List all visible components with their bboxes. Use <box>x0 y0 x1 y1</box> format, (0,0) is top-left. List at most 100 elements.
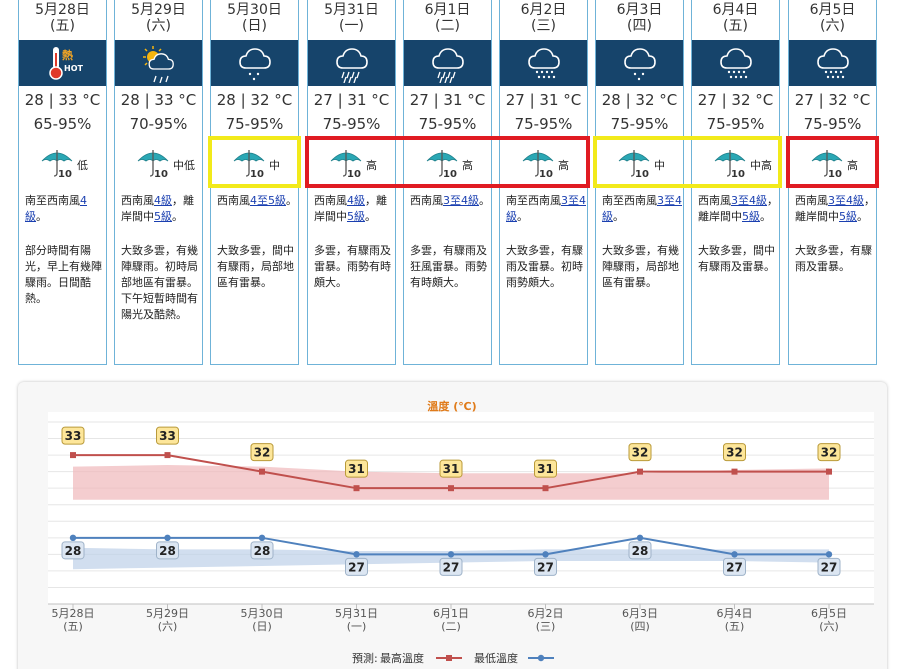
legend-label-max: 最高溫度 <box>380 651 424 665</box>
psr-level: 低 <box>77 159 88 172</box>
shower-weather-icon <box>239 48 271 81</box>
psr-level: 中 <box>654 159 665 172</box>
x-tick-label: 5月30日 <box>241 607 284 620</box>
wind-offshore-text: ，離岸間中 <box>314 194 387 223</box>
data-label: 27 <box>348 560 365 574</box>
wind-force-link[interactable]: 4級 <box>154 194 172 207</box>
data-point <box>825 551 833 558</box>
data-label: 27 <box>726 560 743 574</box>
wind-end-punct: 。 <box>286 194 297 207</box>
psr-level: 中高 <box>750 159 772 172</box>
wind-force-link[interactable]: 3至4級 <box>443 194 479 207</box>
weather-description: 多雲，有驟雨及狂風雷暴。雨勢有時頗大。 <box>410 244 487 289</box>
wind-force-link[interactable]: 3至4級 <box>506 194 586 223</box>
wind-force-link-offshore[interactable]: 5級 <box>347 210 365 223</box>
hot-icon-en-label: HOT <box>64 64 83 73</box>
psr-umbrella-icon: 10 <box>618 150 650 179</box>
legend-marker-max <box>446 655 452 661</box>
hot-weather-icon: 熱 HOT <box>49 47 83 80</box>
wind-description: 西南風3至4級，離岸間中5級。 <box>795 193 875 225</box>
humidity-range: 75-95% <box>706 115 765 133</box>
wind-force-link[interactable]: 3至4級 <box>602 194 682 223</box>
psr-number-label: 10 <box>443 169 457 179</box>
data-label: 31 <box>348 462 365 476</box>
wind-offshore-text: ，離岸間中 <box>795 194 875 223</box>
psr-highlight-yellow-1 <box>208 136 301 188</box>
psr-level: 高 <box>366 159 377 172</box>
wind-direction: 西南風 <box>314 194 347 207</box>
wind-direction: 南至西南風 <box>602 194 657 207</box>
humidity-range: 75-95% <box>803 115 862 133</box>
wind-force-link[interactable]: 3至4級 <box>731 194 767 207</box>
data-point <box>353 551 360 558</box>
wind-force-link-offshore[interactable]: 5級 <box>839 210 857 223</box>
temperature-range: 28 | 32 °C <box>601 91 678 109</box>
forecast-date-label: 6月4日 <box>712 2 759 18</box>
forecast-date-label: 6月2日 <box>520 2 567 18</box>
forecast-date: 6月4日 (五) <box>692 2 779 34</box>
psr-indicator: 10 中 <box>596 147 683 181</box>
forecast-day-4: 5月31日 (一) 27 | 31 °C 75-95% 10 高西南風4級，離岸間中5級。… <box>307 0 396 365</box>
psr-highlight-yellow-3 <box>593 136 782 188</box>
x-tick-weekday: (六) <box>158 620 178 633</box>
wind-end-punct: 。 <box>479 194 490 207</box>
humidity-range: 75-95% <box>225 115 284 133</box>
data-label: 28 <box>632 544 649 558</box>
weather-description: 部分時間有陽光，早上有幾陣驟雨。日間酷熱。 <box>25 244 102 305</box>
forecast-date-label: 5月31日 <box>324 2 379 18</box>
data-label: 32 <box>254 446 271 460</box>
legend-marker-min <box>537 654 545 662</box>
psr-umbrella-icon: 10 <box>426 150 458 179</box>
psr-number-label: 10 <box>347 169 361 179</box>
weather-icon-bar <box>211 40 298 86</box>
x-tick-label: 5月28日 <box>52 607 95 620</box>
forecast-date-label: 5月28日 <box>35 2 90 18</box>
psr-indicator: 10 中高 <box>692 147 779 181</box>
forecast-day-8: 6月4日 (五) 27 | 32 °C 75-95% 10 中高西南風3至4級，離岸間中5… <box>691 0 780 365</box>
wind-force-link-offshore[interactable]: 5級 <box>742 210 760 223</box>
x-tick-weekday: (六) <box>819 620 839 633</box>
psr-umbrella-icon: 10 <box>811 150 843 179</box>
data-label-box <box>345 557 368 576</box>
humidity-range: 75-95% <box>514 115 573 133</box>
forecast-weekday-label: (五) <box>723 18 748 34</box>
psr-indicator: 10 高 <box>789 147 876 181</box>
humidity-range: 75-95% <box>322 115 381 133</box>
data-label-box <box>439 557 463 576</box>
temperature-range: 27 | 32 °C <box>697 91 774 109</box>
data-point <box>637 468 643 475</box>
wind-description: 南至西南風3至4級。 <box>506 193 586 225</box>
wind-description: 西南風4至5級。 <box>217 193 297 209</box>
x-tick-weekday: (五) <box>63 620 83 633</box>
x-tick-weekday: (三) <box>536 620 556 633</box>
wind-direction: 西南風 <box>698 194 731 207</box>
wind-offshore-text: ，離岸間中 <box>698 194 778 223</box>
forecast-date: 5月29日 (六) <box>115 2 202 34</box>
data-label: 33 <box>65 429 82 443</box>
heavy-rain-weather-icon <box>336 48 368 83</box>
psr-level: 高 <box>558 159 569 172</box>
humidity-range: 70-95% <box>129 115 188 133</box>
x-tick-label: 5月29日 <box>146 607 189 620</box>
forecast-date-label: 6月5日 <box>809 2 856 18</box>
humidity-range: 65-95% <box>33 115 92 133</box>
wind-force-link[interactable]: 3至4級 <box>828 194 864 207</box>
psr-umbrella-icon: 10 <box>522 150 554 179</box>
data-label: 27 <box>537 560 554 574</box>
wind-force-link[interactable]: 4級 <box>25 194 87 223</box>
x-tick-weekday: (一) <box>347 620 367 633</box>
forecast-date: 6月2日 (三) <box>500 2 587 34</box>
data-point <box>636 534 644 542</box>
wind-direction: 西南風 <box>795 194 828 207</box>
wind-force-link-offshore[interactable]: 5級 <box>154 210 172 223</box>
wind-force-link[interactable]: 4級 <box>347 194 365 207</box>
forecast-date-label: 5月29日 <box>131 2 186 18</box>
wind-force-link[interactable]: 4至5級 <box>250 194 286 207</box>
weather-icon-bar <box>500 40 587 86</box>
x-tick-label: 6月2日 <box>528 607 564 620</box>
humidity-range: 75-95% <box>418 115 477 133</box>
data-point <box>353 485 360 492</box>
psr-number-label: 10 <box>828 169 842 179</box>
wind-end-punct: 。 <box>36 210 47 223</box>
psr-highlight-red-4 <box>786 136 879 188</box>
